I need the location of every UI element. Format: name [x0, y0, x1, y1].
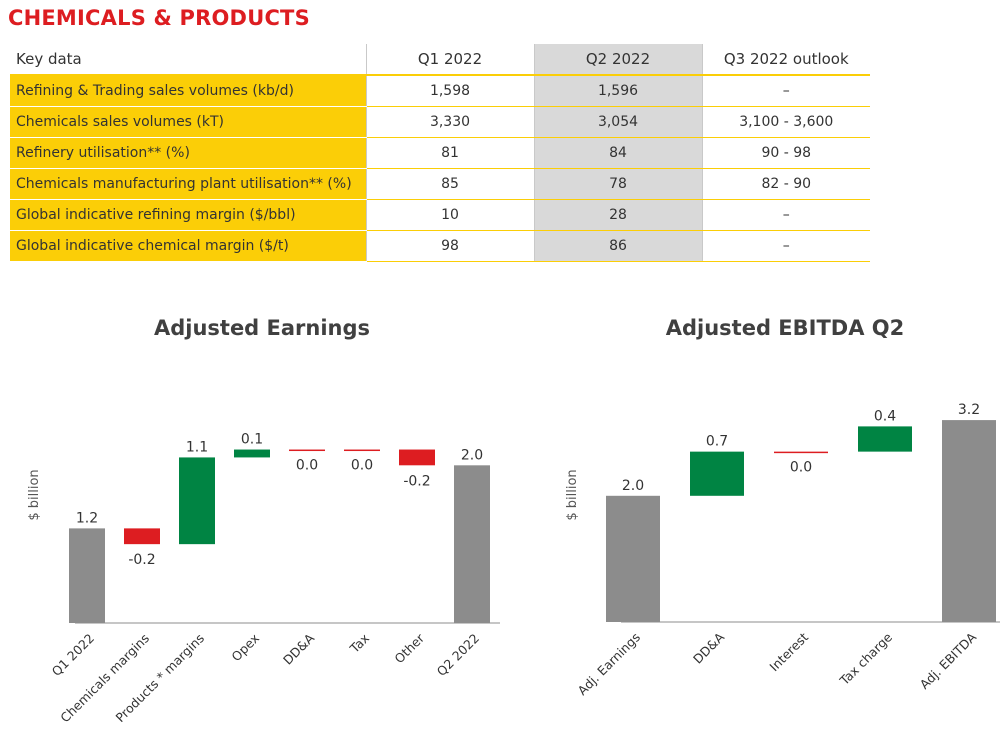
cell-q3: – — [702, 75, 870, 107]
category-label: DD&A — [690, 629, 727, 666]
category-label: Tax — [346, 631, 372, 657]
chart-title-adjusted-earnings: Adjusted Earnings — [153, 316, 371, 340]
bar-tax — [344, 449, 380, 452]
bar-q1-2022 — [69, 528, 105, 623]
bar-adj-earnings — [606, 495, 660, 622]
data-label: 0.4 — [874, 408, 896, 424]
data-label: 2.0 — [622, 478, 644, 494]
header-q1-2022: Q1 2022 — [365, 44, 534, 76]
data-label: -0.2 — [128, 552, 155, 568]
adjusted-ebitda-chart: $ billion 2.0 Adj. Earnings 0.7 DD&A 0.0 Inter… — [565, 402, 1000, 699]
category-label: Adj. Earnings — [575, 630, 644, 699]
bar-other — [399, 449, 435, 466]
data-label: 1.1 — [186, 439, 208, 455]
data-label: 1.2 — [76, 510, 98, 526]
cell-q3: 90 - 98 — [702, 137, 870, 169]
y-axis-label: $ billion — [565, 469, 580, 520]
cell-q3: – — [702, 199, 870, 231]
table-row: Refinery utilisation** (%) 81 84 90 - 98 — [10, 137, 870, 169]
bar-adj-ebitda — [942, 420, 996, 622]
row-label: Refinery utilisation** (%) — [10, 137, 366, 169]
row-label: Chemicals sales volumes (kT) — [10, 106, 366, 138]
row-label: Global indicative chemical margin ($/t) — [10, 230, 366, 262]
table-header-row: Key data Q1 2022 Q2 2022 Q3 2022 outlook — [10, 44, 870, 76]
key-data-table: Key data Q1 2022 Q2 2022 Q3 2022 outlook… — [10, 44, 870, 262]
header-q2-2022: Q2 2022 — [533, 44, 703, 76]
category-label: Other — [391, 630, 427, 666]
cell-q3: – — [702, 230, 870, 262]
cell-q3: 82 - 90 — [702, 168, 870, 200]
cell-q2: 3,054 — [533, 106, 703, 138]
cell-q1: 10 — [365, 199, 534, 231]
cell-q1: 85 — [365, 168, 534, 200]
category-label: Opex — [228, 631, 262, 665]
row-label: Global indicative refining margin ($/bbl… — [10, 199, 366, 231]
data-label: 0.1 — [241, 432, 263, 448]
cell-q2: 86 — [533, 230, 703, 262]
cell-q2: 1,596 — [533, 75, 703, 107]
table-row: Global indicative chemical margin ($/t) … — [10, 230, 870, 262]
category-label: Q1 2022 — [49, 631, 97, 679]
bar-interest — [774, 451, 828, 454]
bar-dd-a — [690, 451, 744, 496]
cell-q2: 84 — [533, 137, 703, 169]
data-label: -0.2 — [403, 473, 430, 489]
data-label: 0.7 — [706, 434, 728, 450]
bar-products-margins — [179, 457, 215, 545]
cell-q3: 3,100 - 3,600 — [702, 106, 870, 138]
row-label: Chemicals manufacturing plant utilisatio… — [10, 168, 366, 200]
bar-q2-2022 — [454, 465, 490, 623]
table-row: Refining & Trading sales volumes (kb/d) … — [10, 75, 870, 107]
category-label: Interest — [766, 629, 811, 674]
category-label: Adj. EBITDA — [917, 629, 980, 692]
bar-dd-a — [289, 449, 325, 452]
cell-q2: 28 — [533, 199, 703, 231]
cell-q1: 98 — [365, 230, 534, 262]
cell-q1: 1,598 — [365, 75, 534, 107]
table-row: Chemicals sales volumes (kT) 3,330 3,054… — [10, 106, 870, 138]
cell-q1: 81 — [365, 137, 534, 169]
category-label: DD&A — [280, 630, 317, 667]
data-label: 0.0 — [790, 460, 812, 476]
y-axis-label: $ billion — [27, 469, 42, 520]
data-label: 3.2 — [958, 402, 980, 418]
page-title: CHEMICALS & PRODUCTS — [8, 6, 310, 30]
category-label: Q2 2022 — [434, 631, 482, 679]
table-row: Chemicals manufacturing plant utilisatio… — [10, 168, 870, 200]
data-label: 0.0 — [351, 458, 373, 474]
data-label: 2.0 — [461, 447, 483, 463]
header-key-data: Key data — [10, 44, 366, 76]
chart-title-adjusted-ebitda: Adjusted EBITDA Q2 — [665, 316, 905, 340]
category-label: Tax charge — [836, 629, 895, 688]
header-q3-outlook: Q3 2022 outlook — [702, 44, 870, 76]
cell-q1: 3,330 — [365, 106, 534, 138]
cell-q2: 78 — [533, 168, 703, 200]
bar-chemicals-margins — [124, 528, 160, 545]
row-label: Refining & Trading sales volumes (kb/d) — [10, 75, 366, 107]
bar-tax-charge — [858, 426, 912, 452]
bar-opex — [234, 449, 270, 458]
table-row: Global indicative refining margin ($/bbl… — [10, 199, 870, 231]
data-label: 0.0 — [296, 458, 318, 474]
